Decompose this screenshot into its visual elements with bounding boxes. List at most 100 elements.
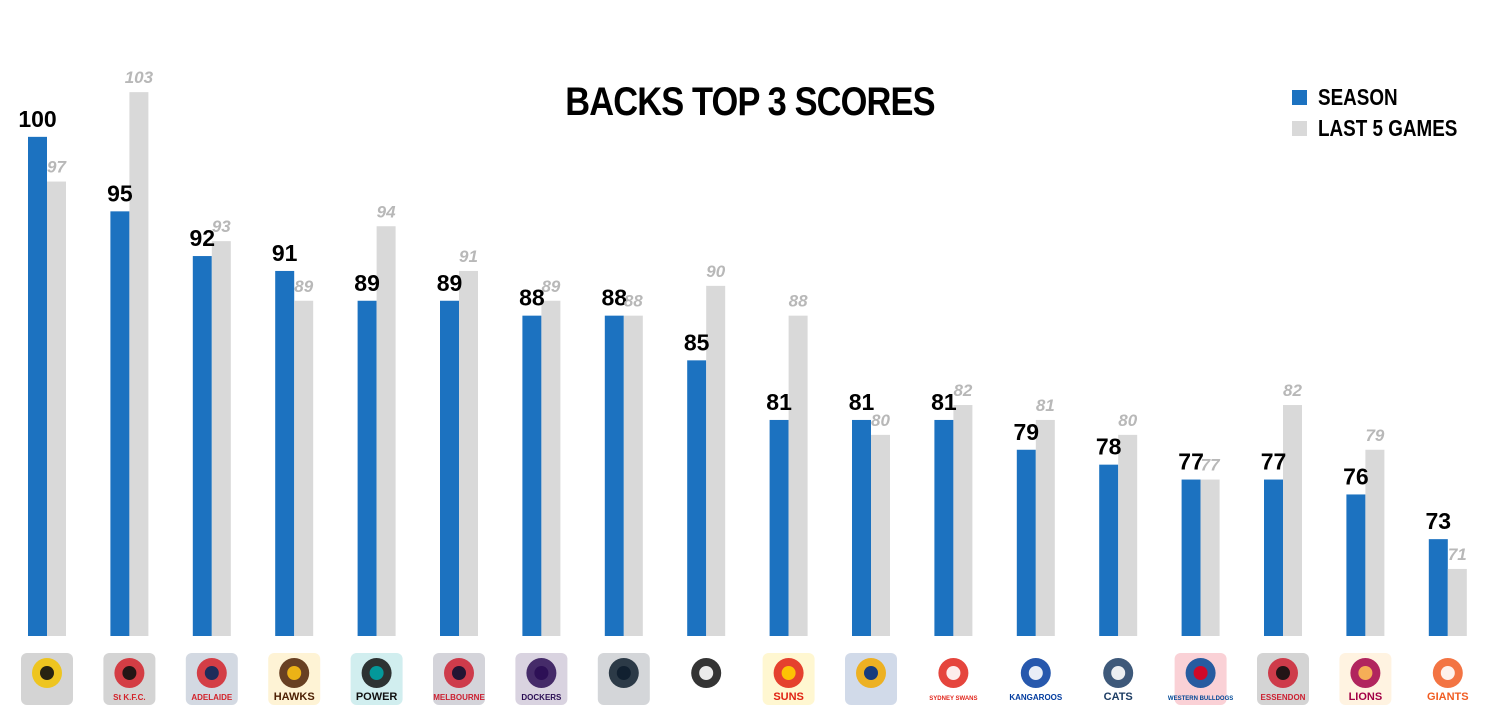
bar-last5-richmond [47, 181, 66, 637]
label-last5-essendon: 82 [1283, 381, 1302, 400]
label-season-fremantle: 88 [519, 285, 545, 311]
label-season-north-melbourne: 79 [1014, 419, 1040, 445]
logo-text-port-adelaide: POWER [356, 691, 398, 703]
label-season-collingwood: 85 [684, 329, 710, 355]
label-season-hawthorn: 91 [272, 240, 298, 266]
label-last5-north-melbourne: 81 [1036, 396, 1055, 415]
bulldog-icon: WESTERN BULLDOGS [1168, 653, 1233, 705]
bar-last5-gws [1447, 568, 1467, 636]
label-last5-fremantle: 89 [541, 277, 560, 296]
label-last5-st-kilda: 103 [125, 68, 154, 87]
label-last5-gws: 71 [1448, 545, 1467, 564]
bar-season-fremantle [522, 315, 542, 636]
bar-last5-essendon [1283, 405, 1302, 636]
logo-text-north-melbourne: KANGAROOS [1009, 693, 1063, 702]
crow-icon: ADELAIDE [185, 653, 238, 705]
label-season-geelong: 78 [1096, 434, 1122, 460]
bar-season-collingwood [687, 360, 707, 636]
logo-text-western-bulldogs: WESTERN BULLDOGS [1168, 696, 1233, 702]
bar-season-western-bulldogs [1181, 479, 1201, 636]
logo-text-melbourne: MELBOURNE [433, 693, 485, 702]
bars-layer [28, 92, 1467, 637]
bar-last5-sydney [953, 405, 973, 636]
legend: SEASON LAST 5 GAMES [1292, 82, 1488, 144]
eagle-icon [845, 653, 897, 705]
label-last5-sydney: 82 [953, 381, 972, 400]
label-season-brisbane: 76 [1343, 463, 1369, 489]
label-last5-geelong: 80 [1118, 411, 1137, 430]
power-icon: POWER [350, 653, 403, 705]
bar-season-brisbane [1346, 494, 1366, 636]
bar-last5-st-kilda [129, 92, 149, 636]
label-season-gold-coast: 81 [766, 389, 792, 415]
bar-last5-north-melbourne [1035, 419, 1055, 636]
anchor-icon: DOCKERS [515, 653, 568, 705]
logo-text-gws: GIANTS [1427, 691, 1469, 703]
label-season-port-adelaide: 89 [354, 270, 380, 296]
bar-season-north-melbourne [1016, 449, 1036, 636]
bar-last5-geelong [1118, 434, 1138, 636]
bar-season-carlton [604, 315, 624, 636]
chart-title: BACKS TOP 3 SCORES [565, 80, 935, 124]
legend-label-season: SEASON [1318, 84, 1398, 110]
demon-icon: MELBOURNE [433, 653, 485, 705]
kangaroo-icon: KANGAROOS [1009, 653, 1063, 705]
bar-last5-brisbane [1365, 449, 1385, 636]
label-last5-brisbane: 79 [1365, 426, 1384, 445]
bar-season-melbourne [440, 300, 459, 636]
logo-text-hawthorn: HAWKS [274, 691, 315, 703]
bar-last5-melbourne [459, 270, 478, 636]
logo-text-essendon: ESSENDON [1261, 693, 1306, 702]
label-last5-port-adelaide: 94 [377, 202, 396, 221]
label-last5-western-bulldogs: 77 [1201, 456, 1221, 475]
label-last5-gold-coast: 88 [789, 292, 808, 311]
bar-season-richmond [28, 136, 47, 636]
bar-season-hawthorn [275, 270, 295, 636]
logo-text-fremantle: DOCKERS [521, 693, 562, 702]
bar-season-st-kilda [110, 211, 130, 636]
label-last5-adelaide: 93 [212, 217, 231, 236]
bar-last5-carlton [623, 315, 643, 636]
label-season-st-kilda: 95 [107, 180, 133, 206]
legend-swatch-last5 [1292, 121, 1307, 136]
label-season-adelaide: 92 [190, 225, 216, 251]
tiger-icon [21, 653, 73, 705]
bar-last5-port-adelaide [376, 226, 396, 636]
lion-icon: LIONS [1339, 653, 1392, 705]
label-season-gws: 73 [1426, 508, 1452, 534]
cat-icon: CATS [1092, 653, 1145, 705]
label-season-carlton: 88 [602, 285, 628, 311]
label-season-west-coast: 81 [849, 389, 875, 415]
label-season-sydney: 81 [931, 389, 957, 415]
bar-season-gws [1428, 539, 1448, 636]
hawk-icon: HAWKS [268, 653, 321, 705]
legend-item-last5: LAST 5 GAMES [1292, 113, 1488, 144]
label-last5-richmond: 97 [47, 158, 67, 177]
legend-swatch-season [1292, 90, 1307, 105]
logo-text-gold-coast: SUNS [773, 691, 804, 703]
bar-season-essendon [1264, 479, 1283, 636]
logo-text-geelong: CATS [1104, 691, 1133, 703]
label-season-essendon: 77 [1261, 449, 1287, 475]
magpie-icon [680, 653, 733, 705]
label-season-melbourne: 89 [437, 270, 463, 296]
label-season-richmond: 100 [18, 106, 56, 132]
logo-text-st-kilda: St K.F.C. [113, 693, 145, 702]
bar-season-geelong [1099, 464, 1119, 636]
logo-text-adelaide: ADELAIDE [191, 693, 233, 702]
bar-season-adelaide [192, 256, 212, 636]
suns-icon: SUNS [762, 653, 815, 705]
label-last5-hawthorn: 89 [294, 277, 313, 296]
logo-text-brisbane: LIONS [1349, 691, 1383, 703]
team-logos-row: St K.F.C. ADELAIDE HAWKS POWER MELBOURNE DOCK… [21, 653, 1474, 705]
bar-last5-hawthorn [294, 300, 314, 636]
label-last5-collingwood: 90 [706, 262, 725, 281]
swan-icon: SYDNEY SWANS [927, 653, 980, 705]
label-last5-melbourne: 91 [459, 247, 478, 266]
bar-season-sydney [934, 419, 954, 636]
label-last5-carlton: 88 [624, 292, 643, 311]
bar-last5-west-coast [871, 434, 890, 636]
logo-text-sydney: SYDNEY SWANS [929, 696, 977, 702]
bomber-icon: ESSENDON [1257, 653, 1309, 705]
